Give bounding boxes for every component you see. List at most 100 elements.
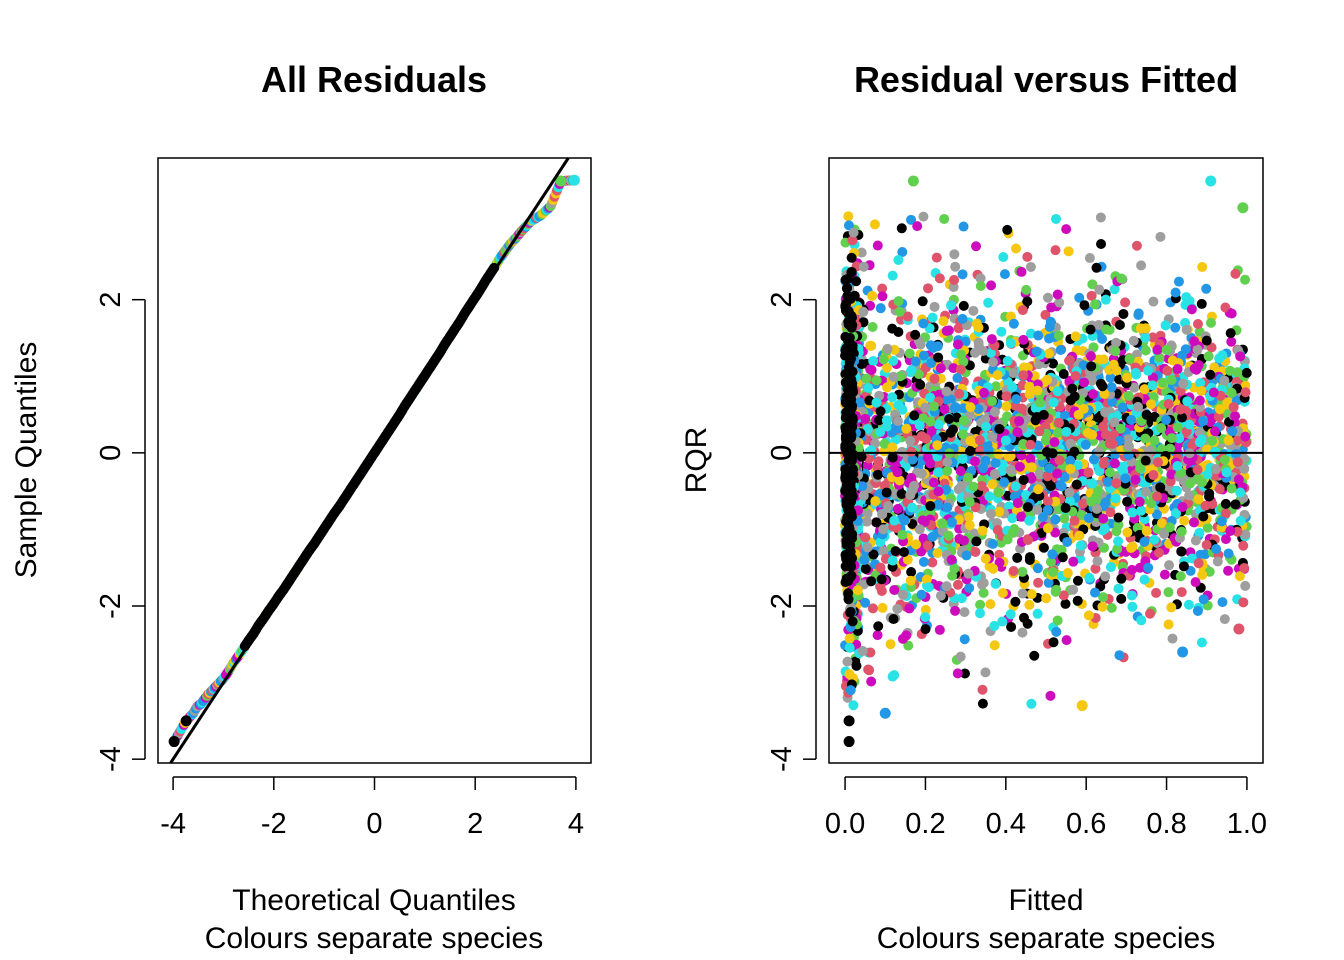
residual-point: [1098, 513, 1109, 524]
residual-point: [1178, 561, 1189, 572]
residual-point: [1197, 569, 1208, 580]
residual-point: [1002, 224, 1013, 235]
residual-point: [897, 446, 908, 457]
residual-point: [1171, 508, 1182, 519]
residual-point: [1062, 536, 1073, 547]
residual-point: [955, 651, 966, 662]
residual-point: [1107, 438, 1118, 449]
left-x-tick-label: -4: [160, 808, 186, 840]
residual-point: [1029, 650, 1040, 661]
residual-point: [1080, 439, 1091, 450]
residual-point: [1139, 536, 1150, 547]
residual-point: [892, 467, 903, 478]
residual-point: [885, 639, 896, 650]
residual-point: [1208, 387, 1219, 398]
residual-point: [1063, 246, 1074, 257]
residual-point: [1202, 522, 1213, 533]
residual-point: [945, 394, 956, 405]
residual-point: [961, 550, 972, 561]
residual-point: [1005, 464, 1016, 475]
residual-point: [1117, 402, 1128, 413]
residual-point: [987, 538, 998, 549]
residual-point: [1042, 471, 1053, 482]
residual-point: [1210, 426, 1221, 437]
residual-point: [1175, 404, 1186, 415]
residual-point: [867, 603, 878, 614]
residual-point: [1098, 458, 1109, 469]
residual-point: [841, 430, 852, 441]
residual-point: [1034, 469, 1045, 480]
residual-point: [872, 469, 883, 480]
residual-point: [932, 440, 943, 451]
residual-point: [897, 247, 908, 258]
residual-point: [958, 415, 969, 426]
residual-point: [1072, 575, 1083, 586]
residual-point: [1195, 377, 1206, 388]
residual-point: [1031, 346, 1042, 357]
right-x-tick-label: 0.6: [1066, 808, 1106, 840]
residual-point: [974, 435, 985, 446]
residual-point: [1042, 374, 1053, 385]
residual-point: [935, 363, 946, 374]
residual-point: [1131, 240, 1142, 251]
residual-point: [948, 282, 959, 293]
residual-point: [887, 270, 898, 281]
residual-point: [1166, 602, 1177, 613]
residual-point: [864, 665, 875, 676]
residual-point: [1234, 571, 1245, 582]
residual-point: [999, 477, 1010, 488]
residual-point: [969, 456, 980, 467]
residual-point: [877, 283, 888, 294]
residual-point: [1136, 505, 1147, 516]
right-x-axis: 0.0 0.2 0.4 0.6 0.8 1.0: [825, 776, 1267, 840]
residual-point: [920, 612, 931, 623]
residual-point: [1189, 336, 1200, 347]
residual-point: [1129, 382, 1140, 393]
residual-point: [1175, 571, 1186, 582]
residual-point: [1232, 457, 1243, 468]
residual-point: [1002, 356, 1013, 367]
residual-point: [875, 427, 886, 438]
residual-point: [1196, 298, 1207, 309]
residual-point: [925, 392, 936, 403]
residual-point: [1083, 427, 1094, 438]
residual-point: [914, 420, 925, 431]
residual-point: [977, 698, 988, 709]
residual-point: [1017, 566, 1028, 577]
residual-point: [964, 496, 975, 507]
residual-point: [845, 540, 856, 551]
residual-point: [1105, 372, 1116, 383]
residual-point: [1040, 309, 1051, 320]
residual-point: [1122, 496, 1133, 507]
residual-point: [942, 465, 953, 476]
residual-point: [1153, 547, 1164, 558]
residual-point: [911, 539, 922, 550]
residual-point: [843, 362, 854, 373]
residual-point: [1187, 440, 1198, 451]
residual-point: [846, 252, 857, 263]
residual-point: [989, 620, 1000, 631]
residual-point: [980, 553, 991, 564]
residual-point: [1128, 335, 1139, 346]
left-x-tick-label: -2: [261, 808, 287, 840]
residual-point: [857, 646, 868, 657]
residual-point: [1118, 308, 1129, 319]
residual-point: [928, 477, 939, 488]
residual-point: [1069, 446, 1080, 457]
residual-point: [1143, 365, 1154, 376]
residual-point: [1240, 274, 1251, 285]
residual-point: [915, 379, 926, 390]
residual-point: [1164, 522, 1175, 533]
residual-point: [978, 345, 989, 356]
residual-point: [956, 480, 967, 491]
residual-point: [1059, 513, 1070, 524]
residual-point: [842, 291, 853, 302]
residual-point: [1176, 546, 1187, 557]
residual-point: [1228, 402, 1239, 413]
residual-point: [843, 211, 854, 222]
residual-point: [1072, 460, 1083, 471]
residual-point: [1018, 474, 1029, 485]
residual-point: [1240, 529, 1251, 540]
residual-point: [881, 362, 892, 373]
